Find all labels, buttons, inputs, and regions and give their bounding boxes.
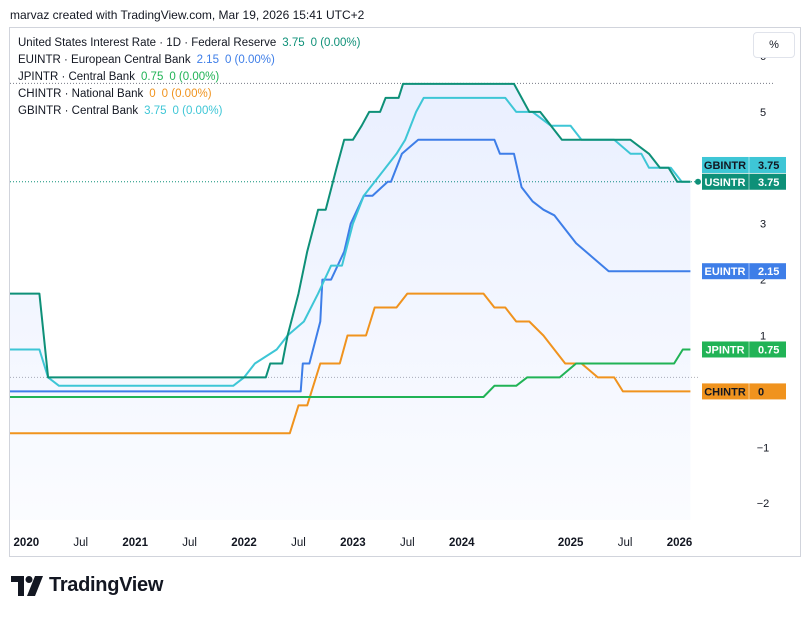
legend-change: 0 (0.00%) bbox=[172, 105, 223, 117]
x-tick-label: Jul bbox=[182, 537, 197, 549]
legend-value: 2.15 bbox=[196, 54, 219, 66]
legend-name: United States Interest Rate · 1D · Feder… bbox=[18, 37, 277, 49]
series-line-chintr[interactable] bbox=[10, 292, 691, 435]
series-line-gbintr[interactable] bbox=[10, 96, 691, 387]
legend-row-euintr[interactable]: EUINTR · European Central Bank 2.15 0 (0.0… bbox=[18, 52, 360, 69]
legend-value: 0 bbox=[149, 88, 156, 100]
price-tag-name: GBINTR bbox=[704, 160, 746, 172]
price-tag-value: 2.15 bbox=[758, 266, 779, 278]
series-line-euintr[interactable] bbox=[10, 138, 691, 393]
legend-change: 0 (0.00%) bbox=[169, 71, 220, 83]
price-tag-jpintr[interactable]: JPINTR 0.75 bbox=[702, 341, 786, 358]
x-tick-label: 2023 bbox=[340, 537, 366, 549]
x-tick-label: 2024 bbox=[449, 537, 475, 549]
chart-header: marvaz created with TradingView.com, Mar… bbox=[10, 8, 365, 22]
series-line-jpintr[interactable] bbox=[10, 348, 691, 398]
legend-row-usintr[interactable]: United States Interest Rate · 1D · Feder… bbox=[18, 35, 360, 52]
tradingview-logo-icon bbox=[11, 575, 43, 596]
percent-scale-button[interactable]: % bbox=[753, 32, 795, 58]
price-tag-label-bg bbox=[702, 263, 748, 280]
x-tick-label: 2025 bbox=[558, 537, 584, 549]
price-tag-value-bg bbox=[748, 263, 786, 280]
price-tag-value-bg bbox=[748, 156, 786, 173]
x-tick-label: Jul bbox=[400, 537, 415, 549]
price-tag-value-bg bbox=[748, 173, 786, 190]
y-tick-label: 5 bbox=[760, 107, 766, 119]
price-tag-gbintr[interactable]: GBINTR 3.75 bbox=[702, 156, 786, 173]
price-tag-value: 3.75 bbox=[758, 177, 779, 189]
price-tag-usintr[interactable]: USINTR 3.75 bbox=[702, 173, 786, 190]
y-tick-label: 1 bbox=[760, 331, 766, 343]
legend-name: GBINTR · Central Bank bbox=[18, 105, 139, 117]
price-tag-name: CHINTR bbox=[704, 386, 746, 398]
x-tick-label: 2026 bbox=[667, 537, 693, 549]
x-tick-label: Jul bbox=[291, 537, 306, 549]
legend-change: 0 (0.00%) bbox=[161, 88, 212, 100]
legend-change: 0 (0.00%) bbox=[310, 37, 361, 49]
tradingview-logo[interactable]: TradingView bbox=[11, 574, 163, 597]
x-tick-label: 2020 bbox=[14, 537, 40, 549]
legend-row-chintr[interactable]: CHINTR · National Bank 0 0 (0.00%) bbox=[18, 86, 360, 103]
y-tick-label: −1 bbox=[757, 442, 770, 454]
legend-change: 0 (0.00%) bbox=[224, 54, 275, 66]
price-tag-value: 0 bbox=[758, 386, 764, 398]
x-tick-label: Jul bbox=[73, 537, 88, 549]
legend-row-jpintr[interactable]: JPINTR · Central Bank 0.75 0 (0.00%) bbox=[18, 69, 360, 86]
chart-legend: United States Interest Rate · 1D · Feder… bbox=[18, 35, 360, 120]
y-tick-label: 3 bbox=[760, 219, 766, 231]
x-tick-label: Jul bbox=[618, 537, 633, 549]
legend-value: 0.75 bbox=[140, 71, 164, 83]
x-tick-label: 2022 bbox=[231, 537, 257, 549]
series-end-dot-usintr bbox=[695, 178, 701, 185]
price-tag-value-bg bbox=[748, 341, 786, 358]
price-tag-chintr[interactable]: CHINTR 0 bbox=[702, 383, 786, 400]
tradingview-logo-text: TradingView bbox=[49, 574, 164, 596]
price-tag-value-bg bbox=[748, 383, 786, 400]
price-tag-label-bg bbox=[702, 156, 748, 173]
price-tag-name: JPINTR bbox=[705, 344, 744, 356]
legend-name: CHINTR · National Bank bbox=[18, 88, 144, 100]
legend-name: JPINTR · Central Bank bbox=[18, 71, 135, 83]
legend-row-gbintr[interactable]: GBINTR · Central Bank 3.75 0 (0.00%) bbox=[18, 103, 360, 120]
x-tick-label: 2021 bbox=[122, 537, 148, 549]
y-tick-label: −2 bbox=[757, 498, 770, 510]
legend-name: EUINTR · European Central Bank bbox=[18, 54, 191, 66]
price-tag-value: 3.75 bbox=[758, 160, 779, 172]
area-fill-usintr bbox=[10, 83, 691, 521]
legend-value: 3.75 bbox=[282, 37, 305, 49]
legend-value: 3.75 bbox=[144, 105, 167, 117]
price-tag-name: USINTR bbox=[705, 177, 746, 189]
price-tag-name: EUINTR bbox=[705, 266, 746, 278]
price-tag-label-bg bbox=[702, 383, 748, 400]
series-line-usintr[interactable] bbox=[10, 82, 691, 379]
y-tick-label: 2 bbox=[760, 275, 766, 287]
price-tag-value: 0.75 bbox=[758, 344, 779, 356]
price-tag-label-bg bbox=[702, 173, 748, 190]
price-tag-label-bg bbox=[702, 341, 748, 358]
price-tag-euintr[interactable]: EUINTR 2.15 bbox=[702, 263, 786, 280]
